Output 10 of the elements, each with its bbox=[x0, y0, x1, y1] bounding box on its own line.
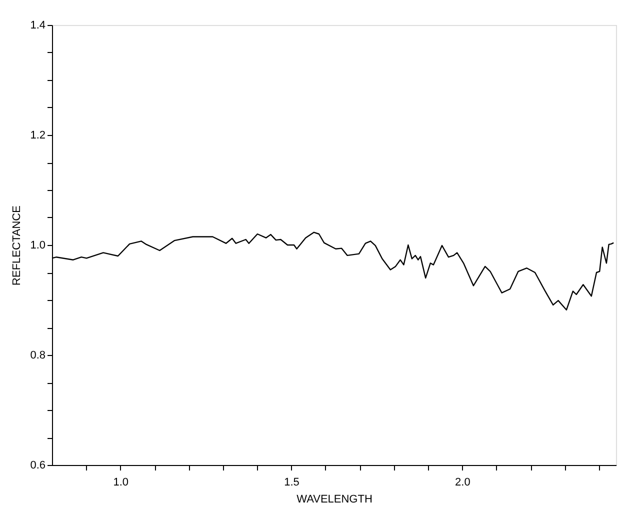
y-tick-label: 0.6 bbox=[30, 460, 46, 472]
x-axis-title: WAVELENGTH bbox=[296, 494, 372, 506]
y-tick-label: 1.2 bbox=[30, 130, 46, 142]
y-tick-label: 1.4 bbox=[30, 20, 46, 32]
x-tick-label: 1.5 bbox=[284, 476, 300, 488]
y-axis-title: REFLECTANCE bbox=[11, 206, 24, 286]
x-tick-label: 1.0 bbox=[113, 476, 129, 488]
x-tick-label: 2.0 bbox=[455, 476, 470, 488]
y-tick-label: 0.8 bbox=[30, 350, 46, 362]
y-tick-label: 1.0 bbox=[30, 240, 46, 252]
